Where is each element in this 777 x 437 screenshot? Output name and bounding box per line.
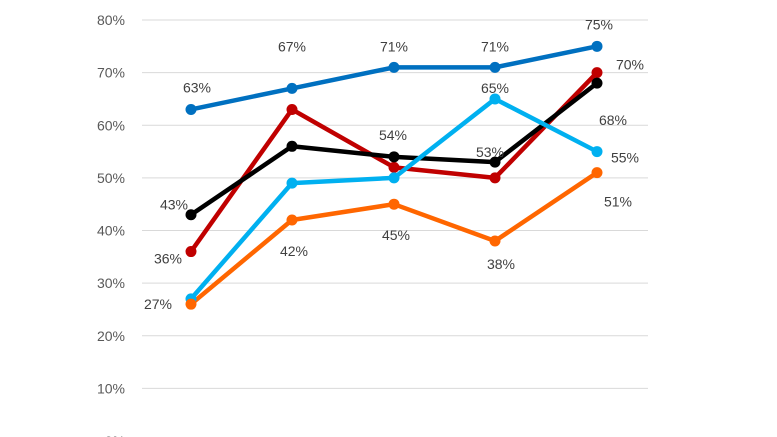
series-4-point-1 [286, 214, 298, 226]
y-tick-label-3: 30% [97, 275, 125, 291]
y-tick-label-1: 10% [97, 380, 125, 396]
series-4-point-0 [185, 298, 197, 310]
series-1-point-2 [388, 161, 400, 173]
y-tick-label-2: 20% [97, 328, 125, 344]
y-tick-label-4: 40% [97, 223, 125, 239]
series-1-data-label-4: 70% [616, 57, 644, 73]
series-2-point-0 [185, 209, 197, 221]
series-2-point-1 [286, 140, 298, 152]
y-tick-label-0: 0% [105, 433, 125, 437]
series-3-point-1 [286, 177, 298, 189]
series-4-data-label-4: 51% [604, 194, 632, 210]
series-3-data-label-0: 27% [144, 296, 172, 312]
series-0-point-1 [286, 82, 298, 94]
series-1-data-label-0: 36% [154, 251, 182, 267]
data-labels: 63% 67% 71% 71% 75% 36% 70% 43% 54% 53% 68% 27% 65% 5… [144, 16, 644, 312]
series-1-point-0 [185, 246, 197, 258]
series-0-point-4 [591, 40, 603, 52]
series-1-point-3 [489, 172, 501, 184]
series-0-data-label-1: 67% [278, 38, 306, 54]
series-0-data-label-0: 63% [183, 79, 211, 95]
series-4-data-label-3: 38% [487, 256, 515, 272]
series-4-point-3 [489, 235, 501, 247]
series-3-point-4 [591, 146, 603, 158]
series-2-data-label-0: 43% [160, 197, 188, 213]
series-0-point-3 [489, 61, 501, 73]
series-3-point-2 [388, 172, 400, 184]
series-0-data-label-4: 75% [585, 16, 613, 32]
series-0-line [188, 44, 600, 112]
series-4-point-4 [591, 167, 603, 179]
series-3-data-label-4: 55% [611, 150, 639, 166]
series-4-data-label-1: 42% [280, 243, 308, 259]
series-2-point-3 [489, 156, 501, 168]
series-2-data-label-4: 68% [599, 112, 627, 128]
series-0-data-label-3: 71% [481, 38, 509, 54]
series-2-data-label-3: 53% [476, 144, 504, 160]
series-2-point-2 [388, 151, 400, 163]
series-4-data-label-2: 45% [382, 227, 410, 243]
series-0-data-label-2: 71% [380, 38, 408, 54]
series-3-point-3 [489, 93, 501, 105]
series-2-data-label-2: 54% [379, 127, 407, 143]
series-0-point-2 [388, 61, 400, 73]
y-tick-label-5: 50% [97, 170, 125, 186]
y-axis: 0% 10% 20% 30% 40% 50% 60% 70% 80% [97, 12, 125, 437]
series-1-point-4 [591, 67, 603, 79]
series-2-point-4 [591, 77, 603, 89]
series-points [185, 40, 603, 310]
series-2-line [188, 80, 600, 217]
y-tick-label-6: 60% [97, 117, 125, 133]
y-tick-label-7: 70% [97, 65, 125, 81]
series-0-point-0 [185, 103, 197, 115]
series-4-point-2 [388, 198, 400, 210]
series-3-data-label-3: 65% [481, 80, 509, 96]
series-1-point-1 [286, 103, 298, 115]
y-tick-label-8: 80% [97, 12, 125, 28]
